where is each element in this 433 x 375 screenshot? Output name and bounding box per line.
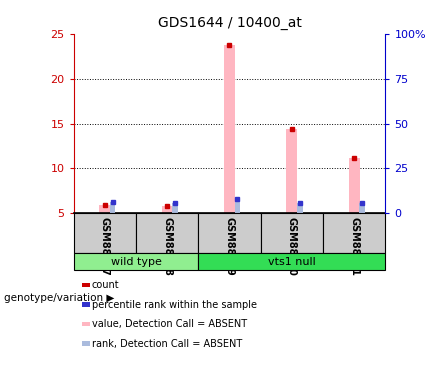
Bar	[286, 129, 297, 213]
Text: rank, Detection Call = ABSENT: rank, Detection Call = ABSENT	[92, 339, 242, 348]
Bar	[74, 254, 198, 270]
Bar	[261, 213, 323, 254]
Bar	[110, 202, 116, 213]
Bar	[359, 203, 365, 213]
Bar	[198, 213, 261, 254]
Text: count: count	[92, 280, 119, 290]
Text: vts1 null: vts1 null	[268, 257, 316, 267]
Bar	[136, 213, 198, 254]
Bar	[297, 203, 303, 213]
Bar	[235, 200, 240, 213]
Text: GSM88278: GSM88278	[162, 216, 172, 275]
Bar	[99, 205, 110, 213]
Text: GSM88281: GSM88281	[349, 216, 359, 275]
Text: value, Detection Call = ABSENT: value, Detection Call = ABSENT	[92, 319, 247, 329]
Bar	[349, 158, 360, 213]
Bar	[323, 213, 385, 254]
Bar	[162, 206, 173, 213]
Text: percentile rank within the sample: percentile rank within the sample	[92, 300, 257, 309]
Text: GSM88280: GSM88280	[287, 216, 297, 275]
Text: wild type: wild type	[110, 257, 162, 267]
Bar	[74, 213, 136, 254]
Text: GSM88277: GSM88277	[100, 216, 110, 275]
Bar	[172, 203, 178, 213]
Text: genotype/variation ▶: genotype/variation ▶	[4, 293, 115, 303]
Bar	[198, 254, 385, 270]
Bar	[224, 45, 235, 213]
Text: GSM88279: GSM88279	[224, 216, 235, 275]
Title: GDS1644 / 10400_at: GDS1644 / 10400_at	[158, 16, 301, 30]
